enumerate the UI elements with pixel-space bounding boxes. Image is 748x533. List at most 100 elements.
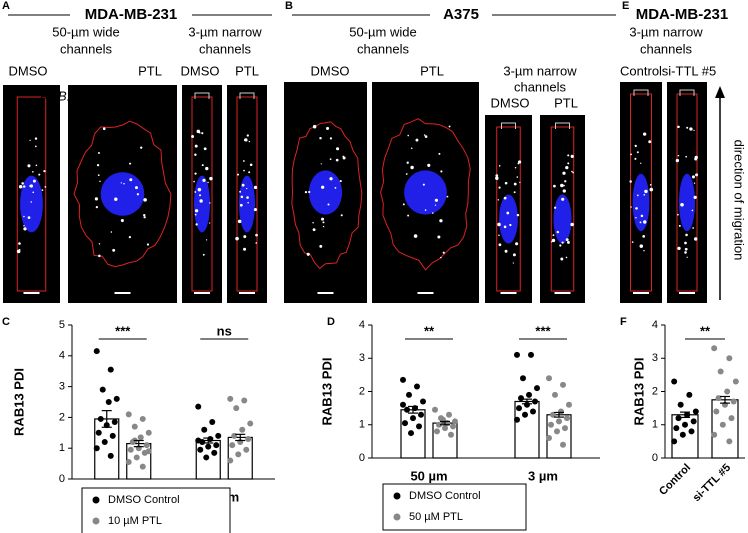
rna-spot (18, 248, 21, 251)
rna-spot (506, 211, 510, 215)
rna-spot (635, 217, 637, 219)
rna-spot (246, 196, 249, 199)
data-point (243, 446, 250, 453)
group-title: channels (357, 41, 410, 56)
rna-spot (247, 202, 249, 204)
rna-spot (551, 238, 556, 243)
rna-spot (427, 163, 431, 167)
legend-label: DMSO Control (108, 494, 180, 506)
rna-spot (565, 238, 569, 242)
rna-spot (406, 161, 409, 164)
legend-marker (92, 496, 100, 504)
rna-spot (413, 234, 418, 238)
rna-spot (642, 132, 647, 136)
condition-label: DMSO (9, 63, 48, 78)
data-point (125, 411, 132, 418)
channel-bracket (679, 89, 695, 96)
data-point (726, 355, 733, 362)
rna-spot (248, 140, 251, 143)
rna-spot (102, 127, 106, 131)
data-point (109, 432, 116, 439)
rna-spot (680, 203, 684, 207)
rna-spot (686, 256, 688, 258)
y-tick-label: 2 (59, 411, 65, 423)
data-point (245, 435, 252, 442)
rna-spot (255, 233, 258, 237)
rna-spot (29, 185, 32, 187)
rna-spot (649, 187, 654, 192)
rna-spot (21, 182, 24, 185)
group-title: channels (514, 79, 567, 94)
rna-spot (512, 253, 516, 257)
data-point (526, 391, 532, 398)
y-tick-label: 3 (359, 352, 365, 364)
data-point (111, 419, 118, 426)
rna-spot (44, 186, 47, 188)
rna-spot (136, 193, 140, 196)
rna-spot (567, 162, 570, 165)
rna-spot (308, 190, 311, 194)
significance-label: ** (424, 323, 435, 338)
data-point (239, 426, 246, 433)
rna-spot (648, 140, 652, 144)
rna-spot (407, 134, 410, 137)
rna-spot (239, 203, 243, 207)
rna-spot (423, 134, 426, 136)
panel-letter: E (622, 0, 629, 12)
nucleus (404, 170, 447, 215)
data-point (671, 438, 678, 445)
rna-spot (563, 184, 565, 187)
rna-spot (629, 180, 632, 183)
rna-spot (312, 228, 316, 232)
rna-spot (32, 171, 34, 173)
cell-outline (676, 93, 698, 292)
rna-spot (692, 227, 695, 229)
rna-spot (334, 186, 337, 189)
rna-spot (514, 166, 517, 169)
rna-spot (319, 244, 323, 248)
rna-spot (442, 251, 445, 254)
rna-spot (241, 183, 245, 187)
data-point (414, 383, 420, 390)
panel-title: MDA-MB-231 (636, 6, 729, 23)
data-point (99, 386, 106, 393)
rna-spot (114, 197, 118, 201)
rna-spot (498, 186, 501, 189)
data-point (235, 451, 242, 458)
rna-spot (677, 154, 680, 157)
rna-spot (424, 135, 428, 138)
rna-spot (516, 176, 519, 178)
condition-label: PTL (235, 63, 259, 78)
rna-spot (636, 151, 639, 154)
rna-spot (304, 190, 308, 194)
rna-spot (95, 206, 98, 209)
rna-spot (253, 208, 257, 212)
data-point (143, 442, 150, 449)
legend-label: 50 µM PTL (409, 511, 463, 523)
data-point (133, 454, 140, 461)
data-point (209, 419, 216, 426)
rna-spot (677, 125, 680, 129)
y-tick-label: 4 (652, 319, 658, 331)
rna-spot (516, 213, 520, 217)
rna-spot (550, 241, 553, 243)
rna-spot (255, 242, 258, 244)
legend-marker (393, 513, 401, 521)
data-point (105, 399, 112, 405)
data-point (520, 375, 526, 382)
rna-spot (515, 242, 519, 246)
arrow-label: direction of migration (732, 140, 747, 261)
data-point (197, 446, 204, 453)
data-point (556, 418, 562, 425)
rna-spot (504, 181, 508, 185)
rna-spot (306, 252, 310, 256)
rna-spot (571, 170, 573, 173)
rna-spot (689, 127, 693, 131)
rna-spot (246, 140, 248, 142)
rna-spot (98, 243, 101, 245)
data-point (137, 434, 144, 441)
rna-spot (566, 240, 570, 244)
legend-label: DMSO Control (409, 490, 481, 502)
rna-spot (339, 180, 342, 183)
